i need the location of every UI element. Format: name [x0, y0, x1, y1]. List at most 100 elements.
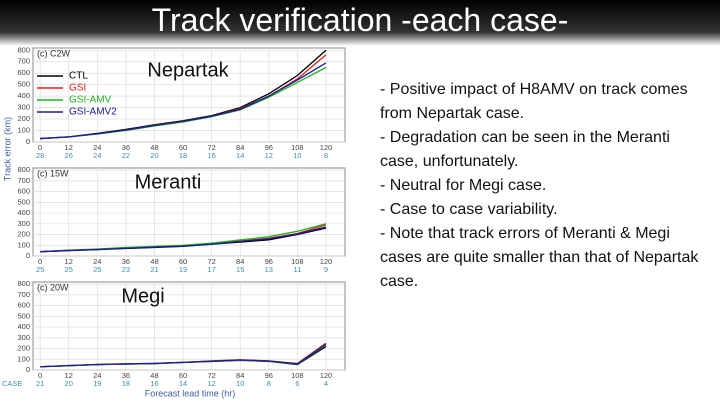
count-label: 14 — [236, 151, 244, 160]
y-tick-label: 800 — [17, 45, 30, 54]
slide-title: Track verification -each case- — [151, 2, 569, 38]
count-axis-label: CASE — [2, 379, 22, 388]
count-label: 17 — [207, 265, 215, 274]
note: - Neutral for Megi case. — [380, 177, 547, 194]
y-tick-label: 200 — [17, 230, 30, 239]
count-label: 13 — [265, 265, 273, 274]
x-tick-label: 96 — [265, 257, 273, 266]
x-tick-label: 84 — [236, 257, 244, 266]
count-label: 21 — [36, 379, 44, 388]
y-tick-label: 300 — [17, 103, 30, 112]
x-tick-label: 84 — [236, 143, 244, 152]
note: - Note that track errors of Meranti & Me… — [380, 225, 699, 290]
x-tick-label: 24 — [93, 143, 101, 152]
count-label: 25 — [65, 265, 73, 274]
count-label: 16 — [150, 379, 158, 388]
count-label: 10 — [293, 151, 301, 160]
x-tick-label: 60 — [179, 143, 187, 152]
x-tick-label: 84 — [236, 371, 244, 380]
count-label: 23 — [122, 265, 130, 274]
count-label: 4 — [324, 379, 328, 388]
y-tick-label: 400 — [17, 91, 30, 100]
x-tick-label: 48 — [150, 257, 158, 266]
series-line — [40, 62, 327, 140]
y-tick-label: 0 — [26, 137, 30, 146]
note: - Degradation can be seen in the Meranti… — [380, 129, 670, 170]
series-line — [40, 343, 327, 368]
count-label: 18 — [122, 379, 130, 388]
count-label: 28 — [36, 151, 44, 160]
x-tick-label: 60 — [179, 371, 187, 380]
note: - Case to case variability. — [380, 201, 558, 218]
notes: - Positive impact of H8AMV on track come… — [380, 78, 710, 294]
x-tick-label: 108 — [291, 371, 304, 380]
series-line — [40, 226, 327, 253]
plot-area — [32, 47, 346, 143]
y-tick-label: 600 — [17, 187, 30, 196]
panel-title: (c) 15W — [37, 168, 69, 178]
legend-label: GSI — [69, 83, 86, 94]
y-tick-label: 500 — [17, 311, 30, 320]
legend-label: GSI-AMV — [69, 95, 112, 106]
case-name: Meranti — [135, 171, 202, 193]
y-axis-label: Track error (km) — [2, 117, 12, 181]
count-label: 20 — [150, 151, 158, 160]
y-tick-label: 800 — [17, 279, 30, 288]
count-label: 8 — [267, 379, 271, 388]
case-name: Megi — [121, 285, 164, 307]
y-tick-label: 700 — [17, 57, 30, 66]
x-tick-label: 12 — [65, 143, 73, 152]
count-label: 21 — [150, 265, 158, 274]
panel-title: (c) 20W — [37, 282, 69, 292]
count-label: 24 — [93, 151, 101, 160]
count-label: 12 — [207, 379, 215, 388]
y-tick-label: 700 — [17, 290, 30, 299]
x-tick-label: 120 — [320, 257, 333, 266]
y-tick-label: 0 — [26, 251, 30, 260]
y-tick-label: 700 — [17, 176, 30, 185]
x-tick-label: 60 — [179, 257, 187, 266]
y-tick-label: 800 — [17, 165, 30, 174]
x-tick-label: 96 — [265, 143, 273, 152]
legend-label: GSI-AMV2 — [69, 107, 117, 118]
count-label: 26 — [65, 151, 73, 160]
x-tick-label: 36 — [122, 371, 130, 380]
count-label: 16 — [207, 151, 215, 160]
y-tick-label: 500 — [17, 197, 30, 206]
x-tick-label: 108 — [291, 143, 304, 152]
x-tick-label: 120 — [320, 371, 333, 380]
x-tick-label: 24 — [93, 371, 101, 380]
x-tick-label: 12 — [65, 371, 73, 380]
x-tick-label: 72 — [207, 143, 215, 152]
plot-area — [32, 167, 346, 257]
y-tick-label: 0 — [26, 365, 30, 374]
x-tick-label: 96 — [265, 371, 273, 380]
case-name: Nepartak — [147, 59, 229, 81]
x-tick-label: 120 — [320, 143, 333, 152]
x-tick-label: 24 — [93, 257, 101, 266]
y-tick-label: 600 — [17, 301, 30, 310]
title-bar — [0, 0, 720, 46]
y-tick-label: 500 — [17, 80, 30, 89]
y-tick-label: 400 — [17, 208, 30, 217]
x-tick-label: 12 — [65, 257, 73, 266]
x-tick-label: 0 — [38, 143, 42, 152]
count-label: 19 — [179, 265, 187, 274]
count-label: 12 — [265, 151, 273, 160]
plot-area — [32, 281, 346, 371]
legend-label: CTL — [69, 71, 88, 82]
x-tick-label: 48 — [150, 143, 158, 152]
note: - Positive impact of H8AMV on track come… — [380, 81, 688, 122]
x-tick-label: 48 — [150, 371, 158, 380]
x-tick-label: 0 — [38, 257, 42, 266]
charts: 0100200300400500600700800028122624243622… — [2, 45, 346, 398]
count-label: 18 — [179, 151, 187, 160]
x-tick-label: 108 — [291, 257, 304, 266]
count-label: 25 — [36, 265, 44, 274]
y-tick-label: 100 — [17, 240, 30, 249]
x-tick-label: 36 — [122, 143, 130, 152]
count-label: 15 — [236, 265, 244, 274]
y-tick-label: 200 — [17, 114, 30, 123]
y-tick-label: 600 — [17, 68, 30, 77]
